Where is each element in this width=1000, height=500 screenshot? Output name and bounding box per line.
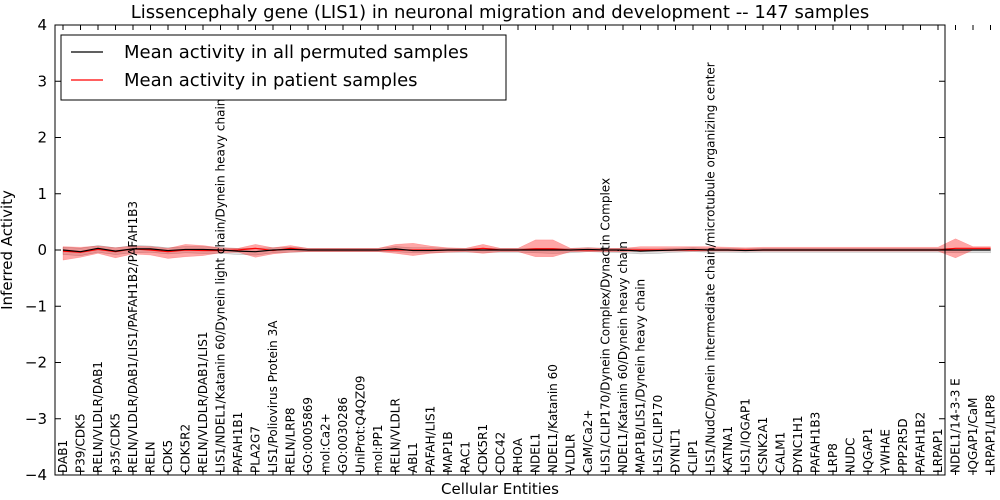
chart-title: Lissencephaly gene (LIS1) in neuronal mi… bbox=[131, 2, 870, 23]
x-category-label: RAC1 bbox=[459, 441, 473, 473]
x-category-label: NDEL1/14-3-3 E bbox=[949, 378, 963, 473]
x-category-label: CLIP1 bbox=[686, 440, 700, 473]
x-category-label: CDK5 bbox=[161, 440, 175, 473]
x-category-label: NUDC bbox=[844, 438, 858, 473]
x-category-label: UniProt:Q4QZ09 bbox=[354, 375, 368, 473]
legend-label: Mean activity in patient samples bbox=[124, 70, 418, 91]
x-category-label: NDEL1 bbox=[529, 433, 543, 473]
x-category-label: mol:Ca2+ bbox=[319, 413, 333, 473]
y-tick-label: −1 bbox=[25, 297, 47, 315]
x-category-label: DAB1 bbox=[56, 440, 70, 473]
x-category-label: KATNA1 bbox=[721, 426, 735, 473]
x-category-label: RHOA bbox=[511, 437, 525, 473]
x-category-label: NDEL1/Katanin 60 bbox=[546, 364, 560, 473]
x-category-label: DYNC1H1 bbox=[791, 415, 805, 473]
y-tick-label: −2 bbox=[25, 354, 47, 372]
x-category-label: MAP1B/LIS1/Dynein heavy chain bbox=[634, 279, 648, 473]
y-tick-label: 4 bbox=[37, 16, 47, 34]
x-category-label: P39/CDK5 bbox=[74, 413, 88, 473]
x-category-label: IQGAP1 bbox=[861, 428, 875, 473]
legend-box bbox=[60, 34, 507, 101]
x-category-label: PPP2R5D bbox=[896, 418, 910, 473]
x-category-label: PAFAH/LIS1 bbox=[424, 406, 438, 473]
x-category-label: RELN bbox=[144, 441, 158, 473]
x-category-label: PLA2G7 bbox=[249, 426, 263, 473]
y-tick-label: −4 bbox=[25, 466, 47, 484]
x-category-label: mol:PP1 bbox=[371, 424, 385, 473]
x-category-label: LIS1/IQGAP1 bbox=[739, 398, 753, 473]
x-category-label: LRPAP1/LRP8 bbox=[984, 394, 998, 473]
x-category-label: DYNLT1 bbox=[669, 428, 683, 473]
y-tick-label: 0 bbox=[37, 241, 47, 259]
x-category-label: CaM/Ca2+ bbox=[581, 409, 595, 473]
x-category-label: GO:0005869 bbox=[301, 397, 315, 473]
x-category-label: VLDLR bbox=[564, 434, 578, 473]
x-category-label: PAFAH1B1 bbox=[231, 412, 245, 473]
y-tick-label: 1 bbox=[37, 185, 47, 203]
x-category-label: CDK5R1 bbox=[476, 424, 490, 473]
x-category-label: PAFAH1B3 bbox=[809, 412, 823, 473]
x-category-label: RELN/LRP8 bbox=[284, 407, 298, 473]
x-category-label: p35/CDK5 bbox=[109, 413, 123, 473]
x-category-label: YWHAE bbox=[879, 429, 893, 474]
x-category-label: LRP8 bbox=[826, 443, 840, 473]
x-category-label: RELN/VLDLR/DAB1 bbox=[91, 361, 105, 473]
x-category-label: CSNK2A1 bbox=[756, 417, 770, 473]
x-category-label: PAFAH1B2 bbox=[914, 412, 928, 473]
x-category-label: IQGAP1/CaM bbox=[966, 398, 980, 474]
x-category-label: CALM1 bbox=[774, 432, 788, 473]
y-tick-label: 3 bbox=[37, 72, 47, 90]
x-category-label: CDC42 bbox=[494, 432, 508, 473]
x-category-label: MAP1B bbox=[441, 431, 455, 473]
y-tick-label: −3 bbox=[25, 410, 47, 428]
x-category-label: ABL1 bbox=[406, 442, 420, 473]
x-category-label: RELN/VLDLR bbox=[389, 398, 403, 473]
x-category-label: RELN/VLDLR/DAB1/LIS1/PAFAH1B2/PAFAH1B3 bbox=[126, 201, 140, 473]
x-category-label: LIS1/CLIP170 bbox=[651, 395, 665, 473]
x-axis-label: Cellular Entities bbox=[441, 480, 559, 498]
x-category-label: LIS1/CLIP170/Dynein Complex/Dynactin Com… bbox=[599, 178, 613, 473]
legend-label: Mean activity in all permuted samples bbox=[124, 42, 468, 63]
x-category-label: LRPAP1 bbox=[931, 428, 945, 473]
x-category-label: GO:0030286 bbox=[336, 397, 350, 473]
x-category-label: LIS1/NudC/Dynein intermediate chain/micr… bbox=[704, 62, 718, 473]
x-category-label: LIS1/NDEL1/Katanin 60/Dynein light chain… bbox=[214, 99, 228, 473]
x-category-label: LIS1/Poliovirus Protein 3A bbox=[266, 320, 280, 473]
y-tick-label: 2 bbox=[37, 129, 47, 147]
x-category-label: RELN/VLDLR/DAB1/LIS1 bbox=[196, 332, 210, 473]
y-axis-label: Inferred Activity bbox=[0, 190, 16, 310]
x-category-label: CDK5R2 bbox=[179, 424, 193, 473]
x-category-label: NDEL1/Katanin 60/Dynein heavy chain bbox=[616, 241, 630, 473]
series-line-permuted bbox=[62, 247, 991, 253]
plot-frame bbox=[54, 24, 946, 476]
